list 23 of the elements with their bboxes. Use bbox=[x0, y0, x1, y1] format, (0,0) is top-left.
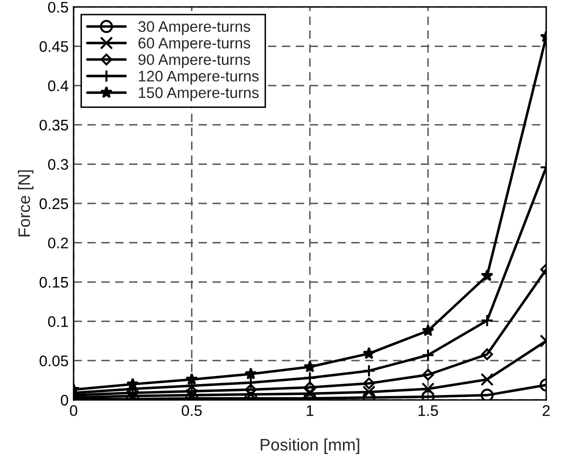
legend-label: 60 Ampere-turns bbox=[138, 38, 250, 52]
y-axis-title: Force [N] bbox=[18, 170, 34, 236]
y-tick-label: 0.35 bbox=[40, 120, 68, 131]
y-tick-label: 0.15 bbox=[40, 276, 68, 288]
y-tick-label: 0.25 bbox=[40, 198, 68, 210]
y-tick-label: 0.4 bbox=[48, 80, 68, 92]
x-axis-title: Position [mm] bbox=[260, 438, 360, 454]
x-tick-label: 0 bbox=[70, 405, 78, 416]
x-tick-label: 2 bbox=[542, 405, 550, 416]
y-tick-label: 0.3 bbox=[48, 159, 68, 170]
legend-label: 120 Ampere-turns bbox=[138, 70, 259, 85]
y-tick-label: 0.5 bbox=[48, 2, 68, 13]
x-tick-label: 1 bbox=[306, 405, 314, 416]
legend-label: 150 Ampere-turns bbox=[138, 87, 259, 102]
y-tick-label: 0.1 bbox=[48, 316, 68, 327]
x-tick-label: 0.5 bbox=[182, 405, 202, 416]
y-tick-label: 0.45 bbox=[40, 41, 68, 52]
y-tick-label: 0.05 bbox=[40, 355, 68, 366]
legend-label: 30 Ampere-turns bbox=[138, 21, 250, 35]
x-tick-label: 1.5 bbox=[418, 405, 438, 416]
y-tick-label: 0 bbox=[60, 394, 68, 406]
y-tick-label: 0.2 bbox=[48, 238, 68, 248]
legend-label: 90 Ampere-turns bbox=[138, 54, 250, 68]
